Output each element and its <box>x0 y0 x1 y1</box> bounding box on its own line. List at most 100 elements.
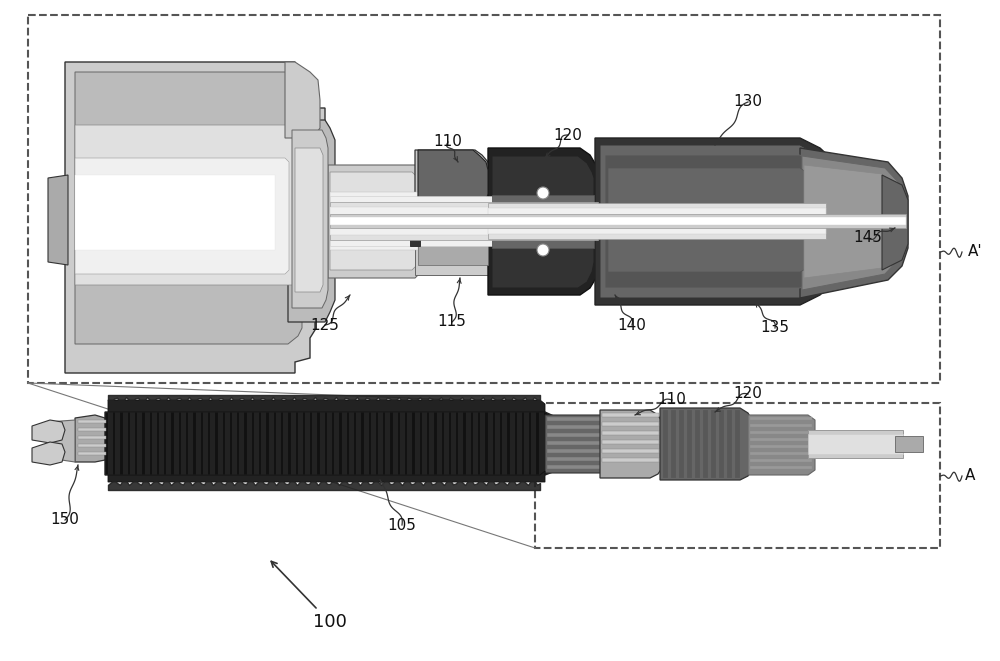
Bar <box>330 217 906 225</box>
Polygon shape <box>32 442 65 465</box>
Polygon shape <box>415 210 490 275</box>
Bar <box>78 428 106 431</box>
Polygon shape <box>488 148 598 295</box>
Bar <box>330 214 906 228</box>
Bar <box>78 436 106 439</box>
Text: 130: 130 <box>734 95 763 110</box>
Bar <box>750 452 812 455</box>
Bar <box>750 466 812 469</box>
Polygon shape <box>232 412 237 475</box>
Polygon shape <box>305 412 310 475</box>
Polygon shape <box>882 175 908 270</box>
Polygon shape <box>123 412 128 475</box>
Bar <box>750 445 812 448</box>
Polygon shape <box>75 415 108 462</box>
Polygon shape <box>436 412 442 475</box>
Bar <box>727 410 732 478</box>
Polygon shape <box>247 412 252 475</box>
Text: A: A <box>965 469 975 483</box>
Circle shape <box>537 187 549 199</box>
Bar <box>330 196 492 246</box>
Polygon shape <box>152 412 157 475</box>
Bar <box>687 410 692 478</box>
Polygon shape <box>166 412 171 475</box>
Bar <box>330 202 598 240</box>
Polygon shape <box>364 412 368 475</box>
Polygon shape <box>502 412 507 475</box>
Bar <box>602 440 659 444</box>
Polygon shape <box>349 412 354 475</box>
Polygon shape <box>320 412 325 475</box>
Bar <box>602 449 659 453</box>
Polygon shape <box>48 420 75 462</box>
Polygon shape <box>288 120 335 322</box>
Text: 145: 145 <box>854 231 882 245</box>
Bar <box>78 444 106 447</box>
Polygon shape <box>418 218 488 265</box>
Bar <box>602 413 659 417</box>
Polygon shape <box>480 412 485 475</box>
Polygon shape <box>748 415 815 475</box>
Polygon shape <box>137 412 142 475</box>
Polygon shape <box>605 155 826 288</box>
Bar <box>671 410 676 478</box>
Text: 105: 105 <box>388 518 416 533</box>
Polygon shape <box>239 412 244 475</box>
Polygon shape <box>269 412 274 475</box>
Bar <box>488 203 826 239</box>
Polygon shape <box>492 195 594 248</box>
Bar <box>663 410 668 478</box>
Polygon shape <box>48 175 68 265</box>
Polygon shape <box>108 412 113 475</box>
Polygon shape <box>276 412 281 475</box>
Text: 100: 100 <box>313 613 347 631</box>
Polygon shape <box>429 412 434 475</box>
Polygon shape <box>510 412 514 475</box>
Polygon shape <box>385 412 390 475</box>
Text: 120: 120 <box>734 387 762 401</box>
Bar <box>808 434 903 454</box>
Polygon shape <box>415 412 420 475</box>
Text: 150: 150 <box>51 512 79 527</box>
Polygon shape <box>290 412 296 475</box>
Polygon shape <box>492 156 594 288</box>
Polygon shape <box>418 150 488 208</box>
Polygon shape <box>75 158 289 274</box>
Polygon shape <box>371 412 376 475</box>
Bar <box>78 420 106 423</box>
Polygon shape <box>174 412 179 475</box>
Bar <box>547 457 602 461</box>
Polygon shape <box>444 412 449 475</box>
Text: 115: 115 <box>438 315 466 329</box>
Polygon shape <box>298 412 303 475</box>
Polygon shape <box>261 412 266 475</box>
Bar <box>410 218 420 246</box>
Polygon shape <box>130 412 135 475</box>
Polygon shape <box>804 165 900 278</box>
Polygon shape <box>517 412 522 475</box>
Bar <box>75 175 275 250</box>
Polygon shape <box>488 412 493 475</box>
Bar <box>330 207 598 235</box>
Bar <box>895 436 923 452</box>
Polygon shape <box>254 412 259 475</box>
Bar <box>488 208 826 234</box>
Bar <box>602 458 659 462</box>
Text: 110: 110 <box>434 134 462 149</box>
Polygon shape <box>407 412 412 475</box>
Text: 110: 110 <box>658 393 686 407</box>
Polygon shape <box>660 408 752 480</box>
Polygon shape <box>218 412 222 475</box>
Bar <box>750 459 812 462</box>
Polygon shape <box>458 412 463 475</box>
Polygon shape <box>292 130 328 308</box>
Bar <box>750 438 812 441</box>
Text: 140: 140 <box>618 317 646 332</box>
Polygon shape <box>203 412 208 475</box>
Polygon shape <box>312 412 317 475</box>
Polygon shape <box>378 412 383 475</box>
Polygon shape <box>75 72 318 344</box>
Text: 135: 135 <box>761 321 790 336</box>
Polygon shape <box>334 412 339 475</box>
Polygon shape <box>539 412 544 475</box>
